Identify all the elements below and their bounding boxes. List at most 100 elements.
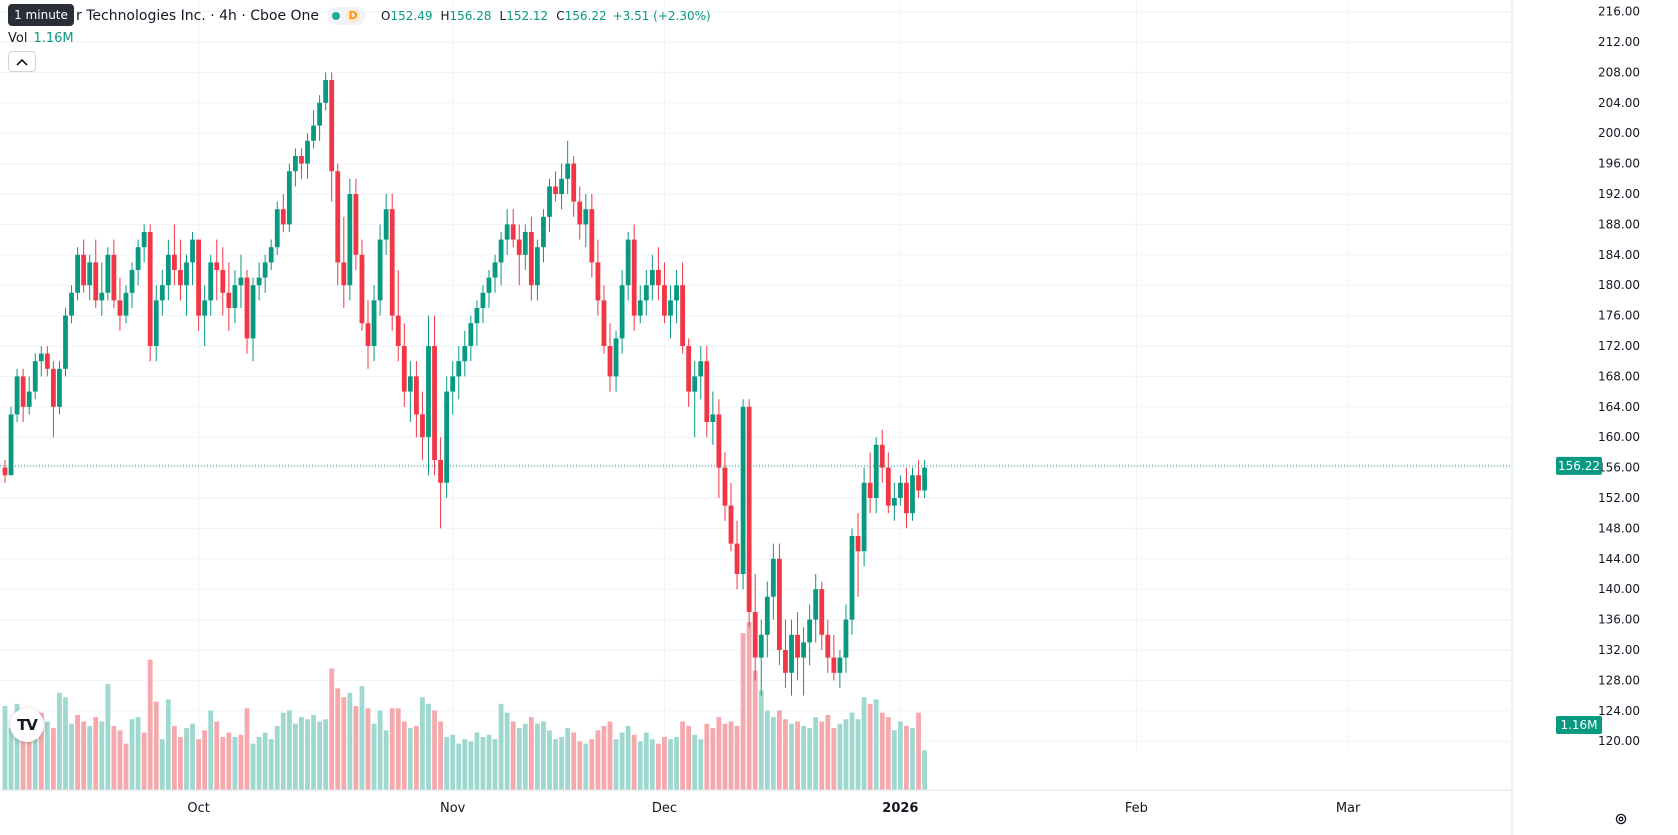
- candle-body: [722, 467, 728, 506]
- candle-body: [589, 209, 595, 263]
- time-tick-label: 2026: [882, 801, 918, 816]
- volume-bar: [153, 701, 159, 790]
- candle-body: [407, 376, 413, 392]
- candle-body: [607, 346, 613, 377]
- price-tick-label: 204.00: [1598, 96, 1640, 110]
- volume-label: Vol: [8, 31, 28, 46]
- candle-body: [299, 156, 304, 164]
- candle-body: [831, 657, 837, 673]
- price-tick-label: 148.00: [1598, 521, 1640, 535]
- volume-bar: [81, 721, 87, 790]
- price-tick-label: 132.00: [1598, 643, 1640, 657]
- candle-body: [232, 285, 238, 308]
- candle-body: [613, 338, 619, 377]
- candle-body: [819, 589, 825, 635]
- candle-body: [274, 209, 280, 248]
- candle-body: [686, 346, 692, 392]
- volume-legend[interactable]: Vol 1.16M: [8, 31, 74, 46]
- volume-bar: [44, 721, 50, 790]
- volume-bar: [184, 728, 189, 790]
- candle-body: [311, 125, 316, 141]
- volume-bar: [305, 719, 310, 790]
- volume-bar: [686, 725, 692, 790]
- volume-bar: [38, 712, 44, 790]
- candle-body: [916, 475, 921, 491]
- candle-body: [51, 368, 56, 407]
- candle-body: [486, 277, 492, 293]
- volume-bar: [710, 728, 716, 790]
- candle-body: [8, 414, 14, 476]
- candle-body: [728, 505, 734, 544]
- candle-body: [293, 156, 298, 172]
- candle-body: [710, 414, 716, 422]
- candle-body: [734, 543, 740, 574]
- collapse-legend-button[interactable]: [8, 51, 36, 72]
- candle-body: [571, 163, 577, 202]
- close-value: 156.22: [564, 9, 607, 23]
- candle-body: [752, 612, 758, 658]
- candle-body: [801, 642, 806, 658]
- volume-bar: [244, 708, 250, 790]
- candle-body: [547, 186, 552, 217]
- volume-bar: [662, 736, 667, 790]
- volume-bar: [444, 736, 450, 790]
- volume-bar: [674, 736, 679, 790]
- candle-body: [268, 247, 274, 263]
- candle-body: [764, 596, 770, 635]
- volume-bar: [353, 706, 359, 790]
- volume-bar: [99, 721, 105, 790]
- candle-body: [704, 361, 710, 422]
- volume-bar: [135, 717, 141, 790]
- candle-body: [63, 315, 68, 369]
- volume-bar: [395, 708, 401, 790]
- volume-bar: [329, 668, 335, 790]
- candle-body: [99, 292, 105, 301]
- tradingview-logo[interactable]: TV: [10, 708, 44, 742]
- candle-body: [516, 239, 522, 255]
- volume-bar: [214, 721, 220, 790]
- volume-bar: [341, 697, 347, 790]
- candle-body: [795, 634, 800, 658]
- price-tick-label: 176.00: [1598, 309, 1640, 323]
- volume-bar: [438, 721, 443, 790]
- volume-bar: [365, 708, 371, 790]
- volume-bar: [553, 739, 558, 790]
- volume-bar: [87, 725, 93, 790]
- market-status[interactable]: D: [327, 7, 366, 25]
- volume-bar: [498, 703, 504, 790]
- candle-body: [262, 262, 268, 278]
- candle-body: [335, 171, 341, 263]
- volume-bar: [468, 741, 474, 790]
- volume-bar: [401, 721, 407, 790]
- candle-body: [692, 376, 698, 392]
- open-label: O: [381, 9, 391, 23]
- candle-body: [625, 239, 631, 286]
- volume-bar: [528, 717, 534, 790]
- volume-bar: [311, 714, 316, 790]
- candle-body: [317, 102, 322, 126]
- candle-body: [14, 376, 20, 415]
- candle-body: [643, 285, 649, 301]
- price-tick-label: 216.00: [1598, 5, 1640, 19]
- candle-body: [81, 254, 87, 286]
- volume-bar: [577, 741, 583, 790]
- last-volume-tag: [1556, 716, 1602, 734]
- volume-bar: [147, 659, 153, 790]
- volume-bar: [643, 732, 649, 790]
- volume-bar: [129, 719, 135, 790]
- candle-body: [353, 194, 359, 255]
- candle-body: [111, 254, 117, 301]
- candle-body: [770, 558, 776, 597]
- gear-icon[interactable]: [1614, 812, 1628, 826]
- symbol-title[interactable]: r Technologies Inc. · 4h · Cboe One: [76, 8, 320, 24]
- candle-body: [528, 232, 534, 286]
- candle-body: [656, 270, 661, 286]
- price-tick-label: 128.00: [1598, 673, 1640, 687]
- candle-body: [286, 171, 292, 225]
- volume-bar: [819, 721, 825, 790]
- price-tick-label: 188.00: [1598, 217, 1640, 231]
- volume-bar: [117, 730, 123, 790]
- candle-body: [498, 239, 504, 263]
- volume-bar: [873, 699, 879, 790]
